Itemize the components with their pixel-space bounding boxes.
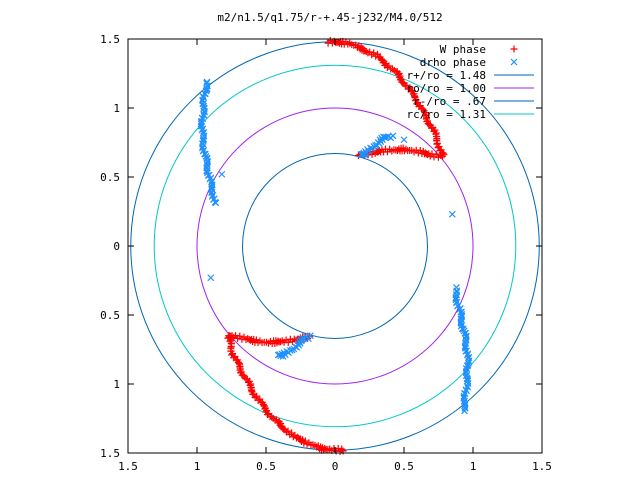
marker-1-0-76	[212, 199, 220, 207]
x-tick-label-6: 1.5	[532, 460, 552, 473]
legend-label-3: ro/ro = 1.00	[407, 82, 486, 95]
marker-1-1-54	[457, 318, 465, 326]
marker-1-0-45	[201, 150, 209, 158]
marker-1-1-48	[461, 329, 469, 337]
marker-0-1-22	[303, 440, 311, 448]
marker-0-0-63	[408, 87, 416, 95]
marker-1-3-14	[290, 345, 298, 353]
series-0	[224, 37, 448, 455]
marker-1-1-29	[464, 359, 472, 367]
x-tick-label-5: 1	[470, 460, 477, 473]
marker-0-0-42	[383, 63, 391, 71]
marker-1-0-26	[197, 120, 205, 128]
x-tick-label-2: 0.5	[256, 460, 276, 473]
outlier-marker-1-3	[218, 170, 226, 178]
series-1	[197, 78, 473, 415]
ref-circle-1	[196, 107, 474, 385]
marker-0-1-33	[289, 433, 297, 441]
marker-0-0-136	[395, 145, 403, 153]
marker-0-1-36	[284, 427, 292, 435]
marker-0-0-105	[437, 146, 445, 154]
ref-circle-3	[153, 64, 517, 428]
marker-1-1-40	[461, 342, 469, 350]
marker-1-1-60	[458, 310, 466, 318]
marker-0-0-92	[431, 126, 439, 134]
marker-0-0-87	[425, 121, 433, 129]
y-tick-label-6: 1.5	[100, 33, 120, 46]
legend-label-5: rc/ro = 1.31	[407, 108, 486, 121]
marker-1-3-0	[306, 332, 314, 340]
y-tick-label-1: 1	[113, 378, 120, 391]
legend-label-0: W phase	[440, 43, 486, 56]
plot-area	[130, 37, 540, 455]
outlier-marker-1-1	[207, 274, 215, 282]
marker-1-1-76	[453, 284, 460, 291]
marker-0-0-76	[419, 105, 427, 113]
y-tick-label-3: 0	[113, 240, 120, 253]
marker-1-2-25	[389, 132, 397, 140]
y-tick-label-2: 0.5	[100, 309, 120, 322]
x-tick-label-4: 0.5	[394, 460, 414, 473]
y-tick-label-0: 1.5	[100, 447, 120, 460]
legend-label-1: drho phase	[420, 56, 486, 69]
x-tick-label-3: 0	[332, 460, 339, 473]
x-tick-label-1: 1	[194, 460, 201, 473]
x-tick-label-0: 1.5	[118, 460, 138, 473]
marker-0-1-83	[237, 368, 245, 376]
chart-title: m2/n1.5/q1.75/r-+.45-j232/M4.0/512	[217, 11, 442, 24]
marker-0-0-101	[433, 139, 441, 147]
marker-0-0-108	[440, 151, 448, 159]
outlier-marker-1-2	[400, 136, 408, 144]
marker-1-0-35	[200, 135, 208, 143]
marker-1-0-56	[203, 168, 211, 175]
legend-label-4: r-/ro = .67	[413, 95, 486, 108]
marker-0-0-46	[390, 66, 398, 74]
y-tick-label-4: 0.5	[100, 171, 120, 184]
axes: 1.5 1 0.5 0 0.5 1 1.51.510.500.511.5	[100, 33, 552, 473]
outlier-marker-1-0	[448, 210, 456, 218]
y-tick-label-5: 1	[113, 102, 120, 115]
legend-swatch-0	[510, 45, 518, 53]
legend-swatch-1	[510, 58, 518, 66]
ref-circle-2	[242, 153, 428, 339]
legend-label-2: r+/ro = 1.48	[407, 69, 486, 82]
marker-1-3-25	[274, 351, 282, 359]
